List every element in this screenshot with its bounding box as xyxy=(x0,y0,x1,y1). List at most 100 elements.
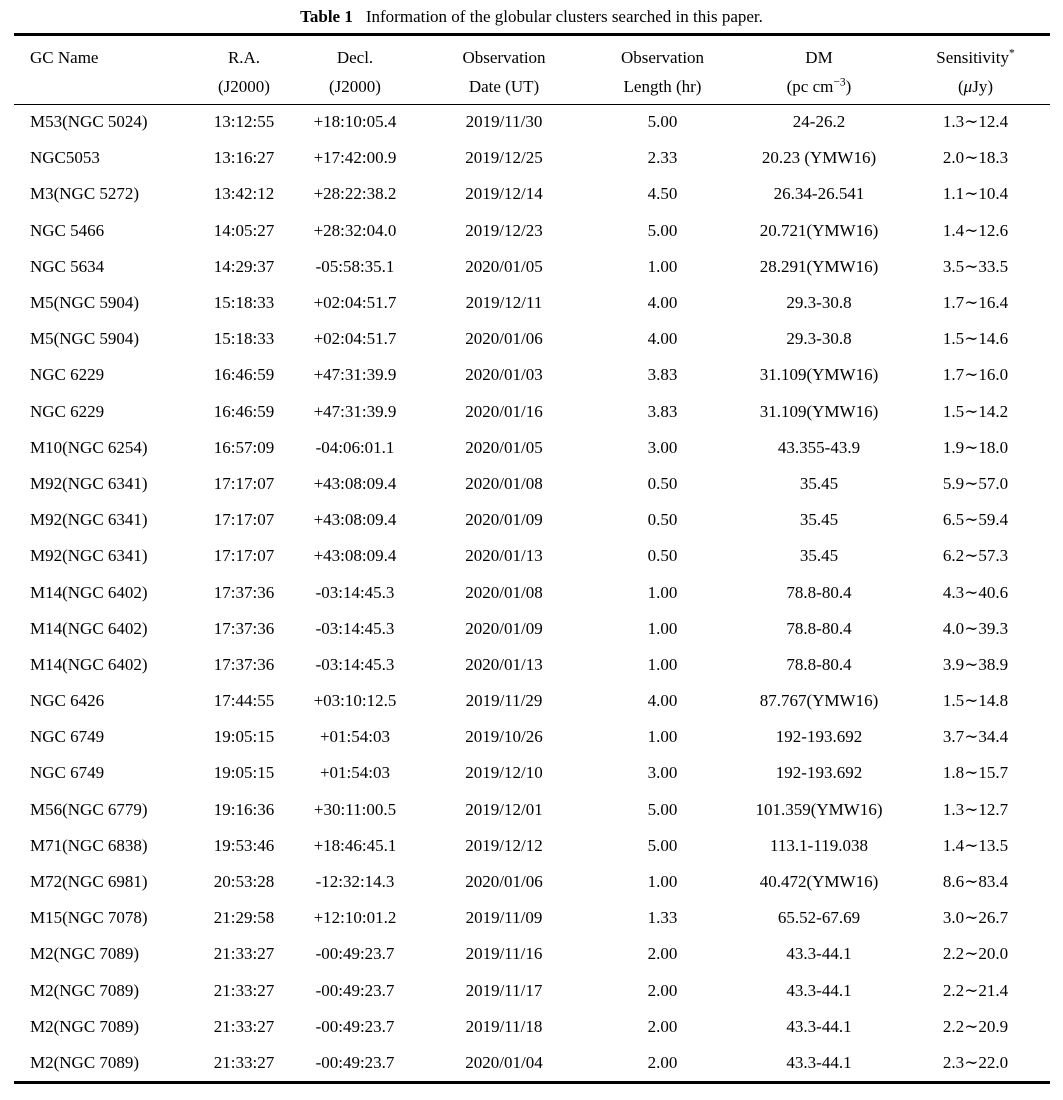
dm-unit-exponent: −3 xyxy=(833,75,846,89)
table-row: M2(NGC 7089) 21:33:27 -00:49:23.7 2019/11/1… xyxy=(14,973,1050,1009)
table-row: M53(NGC 5024) 13:12:55 +18:10:05.4 2019/11/… xyxy=(14,104,1050,140)
cell-sensitivity: 2.2∼20.9 xyxy=(942,1016,1009,1036)
cell-sensitivity: 6.5∼59.4 xyxy=(942,510,1009,530)
cell-ra: 21:33:27 xyxy=(213,980,275,1000)
cell-ra: 17:17:07 xyxy=(213,510,275,530)
cell-ra: 21:33:27 xyxy=(213,1052,275,1072)
sensitivity-footnote-marker: * xyxy=(1008,45,1015,59)
cell-dm: 192-193.692 xyxy=(775,763,863,783)
cell-name: M92(NGC 6341) xyxy=(30,473,148,493)
col-unit-obs-date: Date (UT) xyxy=(468,77,540,97)
cell-ra: 19:05:15 xyxy=(213,763,275,783)
table-row: M92(NGC 6341) 17:17:07 +43:08:09.4 2020/01/… xyxy=(14,466,1050,502)
cell-obs_length: 0.50 xyxy=(647,473,678,493)
table-row: M5(NGC 5904) 15:18:33 +02:04:51.7 2020/01/0… xyxy=(14,321,1050,357)
cell-name: M2(NGC 7089) xyxy=(30,1052,140,1072)
cell-sensitivity: 8.6∼83.4 xyxy=(942,872,1009,892)
cell-name: M2(NGC 7089) xyxy=(30,1016,140,1036)
cell-sensitivity: 1.9∼18.0 xyxy=(942,437,1009,457)
cell-dm: 43.3-44.1 xyxy=(786,1052,852,1072)
cell-obs_length: 1.00 xyxy=(647,654,678,674)
cell-name: NGC 6229 xyxy=(30,365,105,385)
cell-name: M2(NGC 7089) xyxy=(30,944,140,964)
cell-obs_length: 5.00 xyxy=(647,220,678,240)
cell-sensitivity: 2.3∼22.0 xyxy=(942,1052,1009,1072)
cell-name: M14(NGC 6402) xyxy=(30,654,148,674)
table-row: M2(NGC 7089) 21:33:27 -00:49:23.7 2019/11/1… xyxy=(14,936,1050,972)
cell-decl: +18:10:05.4 xyxy=(313,112,397,132)
cell-obs_length: 2.00 xyxy=(647,944,678,964)
cell-obs_date: 2020/01/06 xyxy=(465,329,543,349)
cell-decl: -03:14:45.3 xyxy=(315,618,395,638)
cell-sensitivity: 1.3∼12.4 xyxy=(942,112,1009,132)
cell-dm: 43.3-44.1 xyxy=(786,1016,852,1036)
table-row: M72(NGC 6981) 20:53:28 -12:32:14.3 2020/01/… xyxy=(14,864,1050,900)
cell-obs_length: 2.00 xyxy=(647,1016,678,1036)
table-caption: Table 1 Information of the globular clust… xyxy=(0,0,1063,33)
cell-obs_length: 0.50 xyxy=(647,510,678,530)
cell-dm: 20.23 (YMW16) xyxy=(761,148,877,168)
cell-dm: 43.3-44.1 xyxy=(786,980,852,1000)
cell-obs_date: 2020/01/05 xyxy=(465,437,543,457)
cell-sensitivity: 3.0∼26.7 xyxy=(942,908,1009,928)
cell-dm: 29.3-30.8 xyxy=(786,293,852,313)
cell-obs_date: 2020/01/08 xyxy=(465,473,543,493)
header-row-2: (J2000) (J2000) Date (UT) Length (hr) (p… xyxy=(14,71,1050,104)
cell-dm: 40.472(YMW16) xyxy=(759,872,879,892)
cell-dm: 43.3-44.1 xyxy=(786,944,852,964)
cell-dm: 35.45 xyxy=(799,473,839,493)
cell-name: M92(NGC 6341) xyxy=(30,546,148,566)
cell-name: M14(NGC 6402) xyxy=(30,618,148,638)
table-row: M3(NGC 5272) 13:42:12 +28:22:38.2 2019/12/1… xyxy=(14,176,1050,212)
table-row: M56(NGC 6779) 19:16:36 +30:11:00.5 2019/12/… xyxy=(14,792,1050,828)
cell-ra: 19:53:46 xyxy=(213,835,275,855)
cell-sensitivity: 1.1∼10.4 xyxy=(942,184,1009,204)
cell-obs_date: 2020/01/06 xyxy=(465,872,543,892)
table-row: NGC 5634 14:29:37 -05:58:35.1 2020/01/05 1.0… xyxy=(14,249,1050,285)
cell-ra: 17:17:07 xyxy=(213,473,275,493)
cell-decl: +47:31:39.9 xyxy=(313,401,397,421)
cell-obs_date: 2019/12/11 xyxy=(465,293,543,313)
cell-decl: -05:58:35.1 xyxy=(315,256,395,276)
cell-sensitivity: 2.0∼18.3 xyxy=(942,148,1009,168)
cell-dm: 101.359(YMW16) xyxy=(755,799,883,819)
cell-dm: 113.1-119.038 xyxy=(770,835,868,855)
col-header-obs-date: Observation xyxy=(462,47,546,67)
cell-obs_length: 5.00 xyxy=(647,112,678,132)
table-body: M53(NGC 5024) 13:12:55 +18:10:05.4 2019/11/… xyxy=(14,104,1050,1081)
table-row: M5(NGC 5904) 15:18:33 +02:04:51.7 2019/12/1… xyxy=(14,285,1050,321)
cell-obs_length: 4.00 xyxy=(647,293,678,313)
table-row: M2(NGC 7089) 21:33:27 -00:49:23.7 2019/11/1… xyxy=(14,1009,1050,1045)
cell-decl: -00:49:23.7 xyxy=(315,1052,395,1072)
table-row: NGC 6749 19:05:15 +01:54:03 2019/10/26 1.00 1… xyxy=(14,719,1050,755)
cell-ra: 21:33:27 xyxy=(213,944,275,964)
cell-obs_length: 0.50 xyxy=(647,546,678,566)
cell-decl: +43:08:09.4 xyxy=(313,510,397,530)
col-unit-decl: (J2000) xyxy=(329,77,381,97)
cell-name: M5(NGC 5904) xyxy=(30,293,140,313)
col-header-dm: DM xyxy=(805,47,833,67)
table-row: M92(NGC 6341) 17:17:07 +43:08:09.4 2020/01/… xyxy=(14,538,1050,574)
table-top-rule xyxy=(14,33,1050,36)
cell-decl: +01:54:03 xyxy=(319,727,391,747)
cell-obs_length: 4.50 xyxy=(647,184,678,204)
col-unit-gc-name xyxy=(14,71,198,104)
cell-ra: 17:37:36 xyxy=(213,582,275,602)
cell-ra: 13:12:55 xyxy=(213,112,275,132)
cell-dm: 78.8-80.4 xyxy=(786,618,852,638)
table-row: M2(NGC 7089) 21:33:27 -00:49:23.7 2020/01/0… xyxy=(14,1045,1050,1081)
cell-dm: 35.45 xyxy=(799,510,839,530)
cell-sensitivity: 1.5∼14.6 xyxy=(942,329,1009,349)
cell-name: M71(NGC 6838) xyxy=(30,835,148,855)
table-row: M14(NGC 6402) 17:37:36 -03:14:45.3 2020/01/… xyxy=(14,611,1050,647)
cell-dm: 24-26.2 xyxy=(792,112,846,132)
cell-obs_date: 2019/12/10 xyxy=(465,763,543,783)
cell-decl: +01:54:03 xyxy=(319,763,391,783)
cell-sensitivity: 1.4∼12.6 xyxy=(942,220,1009,240)
cell-obs_length: 5.00 xyxy=(647,835,678,855)
header-row-1: GC Name R.A. Decl. Observation Observati… xyxy=(14,36,1050,71)
cell-decl: +12:10:01.2 xyxy=(313,908,397,928)
table-row: M71(NGC 6838) 19:53:46 +18:46:45.1 2019/12/… xyxy=(14,828,1050,864)
cell-name: M3(NGC 5272) xyxy=(30,184,140,204)
dm-unit-close: ) xyxy=(845,77,852,97)
